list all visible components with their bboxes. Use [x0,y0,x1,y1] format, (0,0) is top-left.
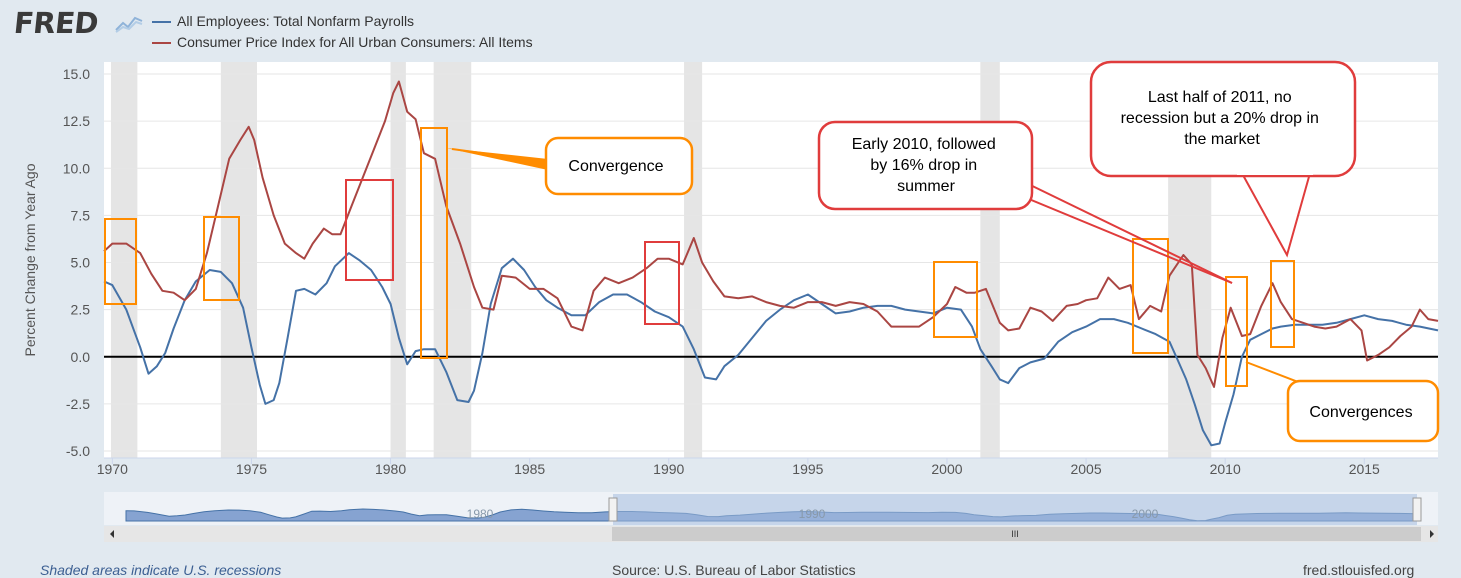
x-tick-label: 2000 [931,461,962,477]
callout-early-2010 [817,120,1034,211]
y-tick-label: 12.5 [63,113,90,129]
legend-swatch-red [152,42,171,45]
callout-pointer-line [1019,179,1233,284]
header: FRED All Employees: Total Nonfarm Payrol… [0,0,1461,60]
scrollbar-grip: III [1011,529,1019,539]
navigator-tick-label: 1980 [467,507,494,521]
x-tick-label: 1980 [375,461,406,477]
callout-last-half-2011-text: Last half of 2011, no recession but a 20… [1121,89,1324,148]
series-line-cpi[interactable] [103,80,1439,388]
recession-band [110,62,138,458]
y-axis-label: Percent Change from Year Ago [22,163,38,356]
x-tick-label: 2015 [1349,461,1380,477]
callout-convergences [1286,379,1440,443]
scrollbar[interactable]: III [104,526,1438,542]
x-tick-label: 1990 [653,461,684,477]
callout-pointer [446,148,548,170]
site-link[interactable]: fred.stlouisfed.org [1303,562,1415,578]
scroll-left-icon[interactable] [110,530,114,538]
x-tick-label: 1995 [792,461,823,477]
callout-early-2010-text: Early 2010, followed by 16% drop in summ… [852,136,1001,195]
navigator[interactable]: 1980 1990 2000 [104,492,1438,525]
callout-convergence-text: Convergence [568,158,663,175]
callout-convergences-text: Convergences [1309,404,1412,421]
callout-convergence [544,136,694,196]
legend-item-cpi[interactable]: Consumer Price Index for All Urban Consu… [152,34,533,50]
navigator-handle-right[interactable] [1412,497,1422,522]
highlight-box-orange [933,261,978,338]
highlight-box-red [644,241,680,325]
x-tick-label: 1970 [97,461,128,477]
highlight-box-red [345,179,394,281]
scroll-right-icon[interactable] [1430,530,1434,538]
legend-label: Consumer Price Index for All Urban Consu… [177,34,533,50]
callout-pointer-line [1011,191,1233,284]
highlight-box-orange [1270,260,1295,348]
highlight-box-orange [1132,238,1169,354]
highlight-box-orange [1225,276,1248,387]
legend-swatch-blue [152,21,171,24]
highlight-box-orange [420,127,448,359]
x-tick-label: 1985 [514,461,545,477]
recession-note: Shaded areas indicate U.S. recessions [40,562,282,578]
y-tick-label: -5.0 [66,443,90,459]
scrollbar-thumb[interactable] [612,527,1421,541]
x-tick-label: 1975 [236,461,267,477]
chart: Convergence Early 2010, followed by 16% … [22,60,1440,542]
legend-item-payrolls[interactable]: All Employees: Total Nonfarm Payrolls [152,13,414,29]
y-tick-label: 7.5 [71,207,91,223]
series-line-payrolls[interactable] [103,252,1439,447]
y-tick-label: 0.0 [71,349,91,365]
x-tick-label: 2010 [1210,461,1241,477]
legend-label: All Employees: Total Nonfarm Payrolls [177,13,415,29]
recession-band [390,62,406,458]
callout-pointer-line [451,148,549,163]
y-tick-label: 5.0 [71,255,91,271]
y-tick-label: 10.0 [63,160,90,176]
navigator-tick-label: 2000 [1132,507,1159,521]
y-tick-label: 2.5 [71,302,91,318]
highlight-box-orange [104,218,137,305]
trend-line-icon [114,12,144,34]
highlight-box-orange [203,216,240,301]
navigator-selection[interactable] [613,494,1417,525]
callout-last-half-2011 [1089,60,1357,178]
source-note: Source: U.S. Bureau of Labor Statistics [612,562,856,578]
y-tick-label: -2.5 [66,396,90,412]
y-tick-label: 15.0 [63,66,90,82]
x-tick-label: 2005 [1070,461,1101,477]
navigator-handle-left[interactable] [608,497,618,522]
navigator-tick-label: 1990 [799,507,826,521]
